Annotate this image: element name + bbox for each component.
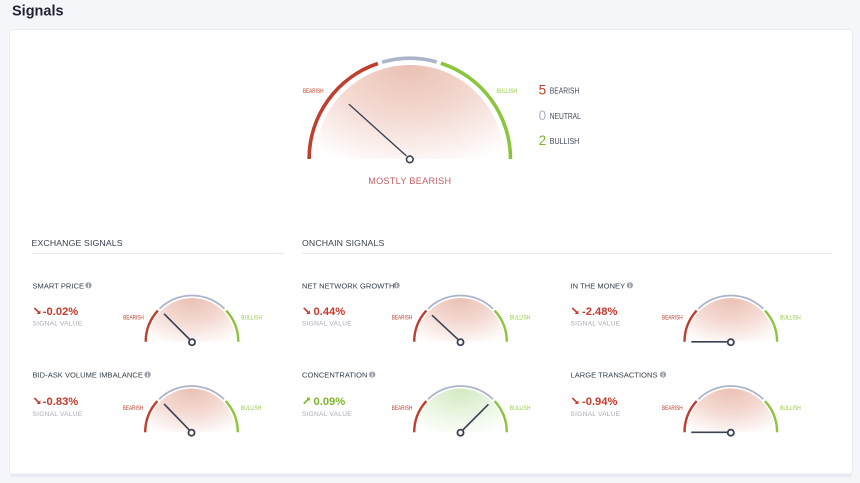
- svg-text:ONCHAIN SIGNALS: ONCHAIN SIGNALS: [302, 238, 384, 248]
- svg-text:SIGNAL VALUE: SIGNAL VALUE: [33, 411, 83, 418]
- svg-text:-0.94%: -0.94%: [582, 396, 617, 408]
- svg-text:CONCENTRATION: CONCENTRATION: [302, 371, 368, 380]
- svg-text:BEARISH: BEARISH: [662, 314, 683, 321]
- svg-text:0.09%: 0.09%: [314, 396, 346, 408]
- svg-text:2: 2: [539, 133, 547, 148]
- svg-text:SIGNAL VALUE: SIGNAL VALUE: [571, 320, 621, 327]
- svg-text:BULLISH: BULLISH: [241, 314, 262, 321]
- svg-text:BULLISH: BULLISH: [510, 314, 531, 321]
- svg-text:BEARISH: BEARISH: [392, 405, 413, 412]
- svg-text:BEARISH: BEARISH: [392, 314, 413, 321]
- svg-text:SIGNAL VALUE: SIGNAL VALUE: [571, 411, 621, 418]
- svg-text:Signals: Signals: [12, 4, 64, 20]
- svg-text:NEUTRAL: NEUTRAL: [550, 112, 581, 121]
- svg-text:BEARISH: BEARISH: [662, 405, 683, 412]
- svg-text:-2.48%: -2.48%: [582, 306, 617, 318]
- svg-text:0.44%: 0.44%: [314, 306, 346, 318]
- svg-text:SIGNAL VALUE: SIGNAL VALUE: [33, 320, 83, 327]
- svg-text:BID-ASK VOLUME IMBALANCE: BID-ASK VOLUME IMBALANCE: [33, 371, 143, 380]
- svg-text:BULLISH: BULLISH: [510, 405, 531, 412]
- svg-text:MOSTLY BEARISH: MOSTLY BEARISH: [368, 176, 451, 186]
- svg-text:NET NETWORK GROWTH: NET NETWORK GROWTH: [302, 281, 394, 290]
- svg-text:-0.83%: -0.83%: [43, 396, 78, 408]
- svg-text:BULLISH: BULLISH: [241, 405, 262, 412]
- svg-text:BEARISH: BEARISH: [303, 88, 324, 95]
- svg-text:BEARISH: BEARISH: [123, 405, 144, 412]
- svg-text:-0.02%: -0.02%: [43, 306, 78, 318]
- svg-text:BULLISH: BULLISH: [780, 314, 801, 321]
- svg-text:LARGE TRANSACTIONS: LARGE TRANSACTIONS: [571, 371, 658, 380]
- svg-text:BULLISH: BULLISH: [497, 88, 518, 95]
- svg-text:BEARISH: BEARISH: [550, 87, 580, 96]
- svg-text:5: 5: [539, 82, 547, 97]
- svg-text:SIGNAL VALUE: SIGNAL VALUE: [302, 411, 352, 418]
- svg-text:SMART PRICE: SMART PRICE: [33, 281, 85, 290]
- svg-text:SIGNAL VALUE: SIGNAL VALUE: [302, 320, 352, 327]
- svg-text:BULLISH: BULLISH: [550, 137, 580, 146]
- svg-text:0: 0: [539, 108, 547, 123]
- svg-text:BEARISH: BEARISH: [123, 314, 144, 321]
- svg-text:BULLISH: BULLISH: [780, 405, 801, 412]
- svg-text:IN THE MONEY: IN THE MONEY: [571, 281, 626, 290]
- svg-text:EXCHANGE SIGNALS: EXCHANGE SIGNALS: [32, 238, 123, 248]
